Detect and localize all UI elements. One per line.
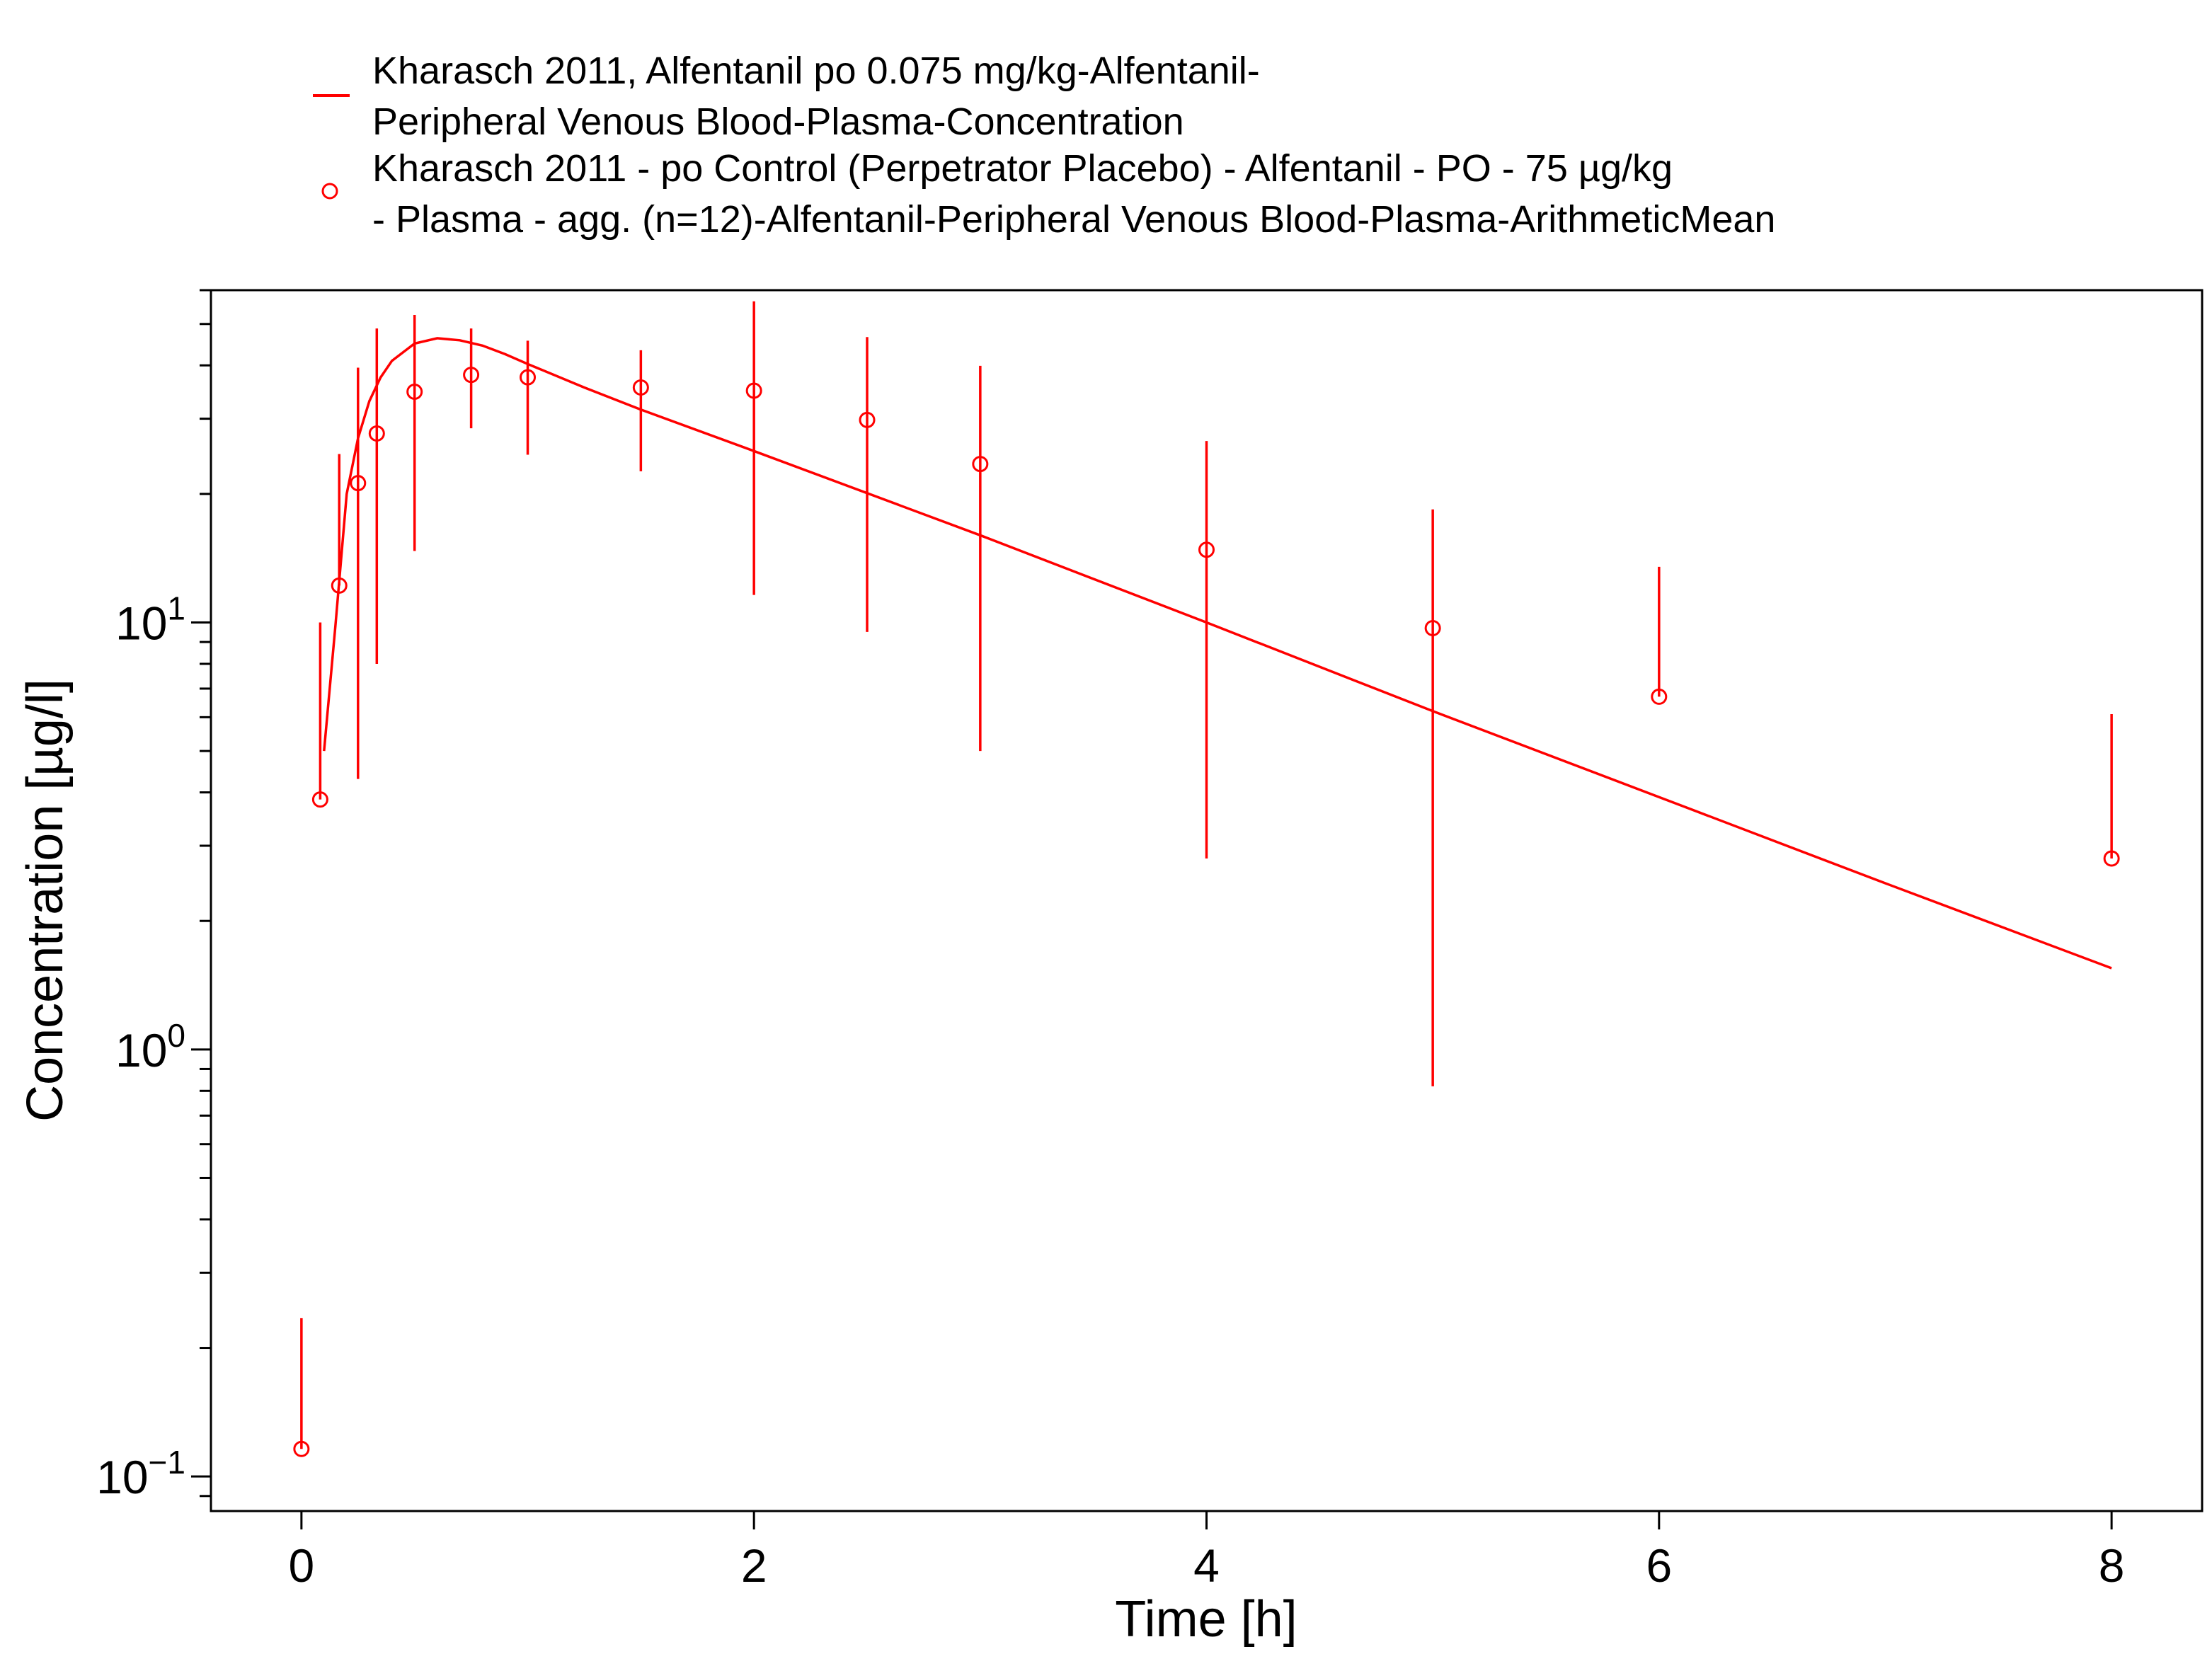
data-point [632, 379, 649, 396]
data-point [331, 577, 348, 594]
legend: Kharasch 2011, Alfentanil po 0.075 mg/kg… [313, 50, 1775, 241]
data-point [293, 1440, 310, 1457]
x-axis-label: Time [h] [1115, 1591, 1297, 1648]
y-tick-label: 101 [115, 590, 185, 649]
data-point [1651, 688, 1668, 705]
data-point [406, 383, 423, 400]
data-point [2103, 850, 2120, 867]
data-point [745, 382, 762, 399]
legend-line-label-2: Peripheral Venous Blood-Plasma-Concentra… [372, 100, 1184, 143]
y-axis: 10−1 100 101 [96, 289, 211, 1503]
observed-series [293, 301, 2120, 1457]
y-tick-label: 100 [115, 1017, 185, 1076]
legend-marker-label-1: Kharasch 2011 - po Control (Perpetrator … [372, 147, 1673, 190]
legend-marker-label-2: - Plasma - agg. (n=12)-Alfentanil-Periph… [372, 198, 1775, 241]
data-point [311, 791, 328, 808]
x-tick-label: 8 [2099, 1539, 2125, 1592]
legend-line-label-1: Kharasch 2011, Alfentanil po 0.075 mg/kg… [372, 50, 1260, 92]
legend-marker-swatch [321, 183, 338, 200]
data-point [1198, 541, 1215, 558]
data-point [1424, 619, 1441, 636]
data-point [463, 367, 480, 384]
data-point [368, 425, 385, 442]
data-point [520, 369, 537, 386]
y-tick-label: 10−1 [96, 1444, 185, 1503]
simulation-series [323, 337, 2112, 970]
data-point [859, 411, 876, 428]
y-axis-label: Concentration [µg/l] [17, 679, 74, 1122]
data-point [972, 456, 989, 473]
x-tick-label: 4 [1193, 1539, 1220, 1592]
x-axis: 0 2 4 6 8 [289, 1511, 2125, 1592]
simulation-line [323, 337, 2112, 970]
x-tick-label: 6 [1646, 1539, 1672, 1592]
data-point [350, 475, 367, 492]
x-tick-label: 0 [289, 1539, 315, 1592]
x-tick-label: 2 [741, 1539, 767, 1592]
